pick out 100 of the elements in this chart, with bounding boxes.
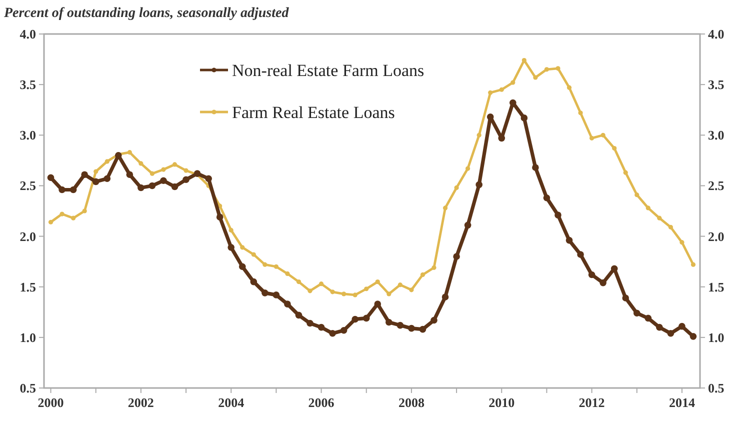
- y2-tick-label: 1.5: [708, 279, 725, 294]
- y-tick-label: 3.5: [20, 77, 36, 92]
- point: [284, 300, 291, 308]
- point: [680, 240, 684, 245]
- point: [432, 265, 436, 270]
- point: [520, 114, 528, 122]
- point: [70, 186, 77, 194]
- point: [171, 183, 178, 190]
- x-tick-label: 2004: [218, 395, 245, 410]
- point: [668, 224, 673, 230]
- point: [262, 262, 268, 267]
- point: [442, 206, 448, 210]
- y2-tick-label: 1.0: [708, 330, 724, 345]
- point: [306, 320, 314, 327]
- point: [408, 324, 415, 332]
- point: [486, 114, 494, 120]
- y2-tick-label: 0.5: [708, 380, 725, 396]
- point: [578, 110, 583, 116]
- point: [622, 294, 630, 302]
- point: [386, 318, 392, 326]
- point: [566, 236, 573, 244]
- point: [656, 324, 663, 331]
- point: [510, 80, 516, 85]
- y2-tick-label: 2.5: [708, 178, 725, 194]
- point: [430, 316, 438, 324]
- x-tick-label: 2008: [398, 395, 425, 410]
- point: [690, 333, 697, 340]
- point: [554, 212, 562, 218]
- point: [657, 216, 662, 220]
- point: [375, 280, 380, 284]
- point: [329, 330, 336, 337]
- point: [690, 262, 696, 267]
- point: [532, 164, 539, 171]
- point: [556, 66, 560, 71]
- point: [420, 272, 426, 278]
- point: [148, 182, 156, 190]
- point: [58, 186, 66, 194]
- point: [419, 326, 426, 333]
- point: [48, 220, 54, 224]
- point: [81, 171, 88, 178]
- point: [104, 175, 111, 182]
- point: [138, 161, 144, 166]
- point: [409, 288, 414, 292]
- point: [104, 159, 110, 164]
- legend-label: Farm Real Estate Loans: [232, 103, 395, 122]
- point: [126, 171, 134, 178]
- point: [453, 253, 460, 260]
- point: [92, 178, 100, 186]
- point: [396, 322, 404, 329]
- y-tick-label: 2.5: [20, 178, 36, 194]
- point: [318, 324, 325, 331]
- point: [544, 67, 550, 72]
- point: [466, 166, 470, 171]
- point: [589, 136, 594, 140]
- point: [182, 176, 190, 184]
- point: [308, 288, 312, 294]
- point: [172, 162, 178, 167]
- point: [612, 146, 617, 151]
- point: [362, 314, 370, 322]
- point: [47, 174, 54, 182]
- point: [364, 286, 369, 292]
- point: [160, 177, 167, 184]
- x-tick-label: 2014: [668, 395, 696, 410]
- point: [600, 132, 606, 138]
- chart-title: Percent of outstanding loans, seasonally adjusted: [4, 6, 290, 21]
- point: [318, 282, 324, 286]
- point: [588, 271, 596, 278]
- point: [386, 292, 392, 296]
- point: [352, 292, 358, 298]
- y2-tick-label: 4.0: [708, 26, 724, 42]
- point: [577, 251, 584, 258]
- point: [295, 312, 302, 319]
- point: [600, 279, 606, 286]
- y-tick-label: 1.0: [20, 330, 36, 345]
- point: [94, 169, 98, 174]
- point: [340, 326, 348, 334]
- point: [127, 150, 132, 155]
- point: [138, 184, 144, 192]
- y2-tick-label: 2.0: [708, 228, 724, 244]
- x-tick-label: 2002: [128, 395, 154, 410]
- point: [464, 222, 472, 229]
- point: [262, 290, 268, 296]
- point: [228, 228, 234, 233]
- point: [533, 75, 538, 80]
- point: [228, 244, 235, 251]
- point: [71, 216, 76, 220]
- point: [251, 252, 256, 257]
- point: [498, 134, 506, 142]
- y-tick-label: 3.0: [20, 128, 36, 143]
- point: [82, 208, 87, 214]
- point: [543, 194, 550, 202]
- point: [60, 212, 64, 216]
- point: [216, 214, 224, 220]
- point: [285, 271, 290, 276]
- point: [646, 206, 650, 210]
- point: [330, 290, 335, 294]
- point: [184, 168, 188, 173]
- x-tick-label: 2010: [488, 395, 515, 410]
- point: [342, 292, 346, 296]
- point: [678, 322, 686, 330]
